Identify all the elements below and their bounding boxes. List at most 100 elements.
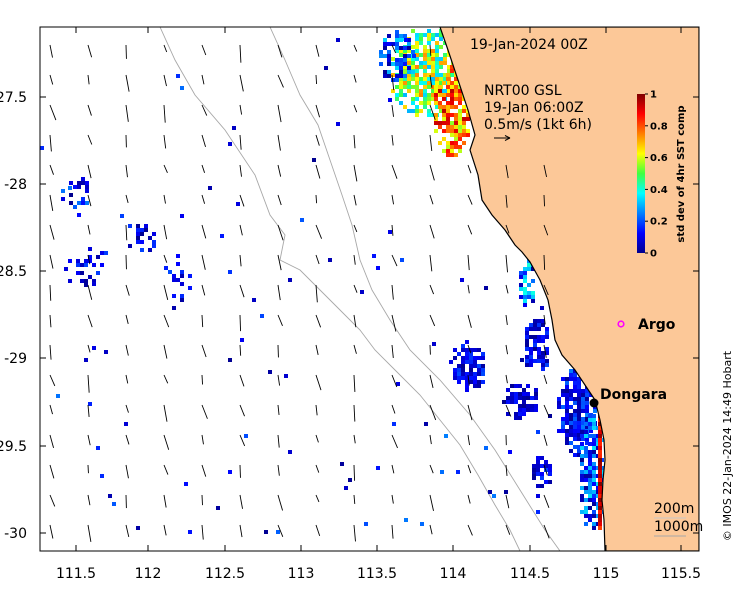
- sst-pixel: [391, 57, 395, 61]
- sst-pixel: [557, 401, 561, 405]
- current-arrow: [429, 224, 435, 239]
- sst-pixel: [580, 434, 584, 438]
- sst-pixel: [456, 470, 460, 474]
- sst-pixel: [577, 377, 581, 381]
- sst-pixel: [176, 262, 180, 266]
- lon-tick-label: 112: [135, 566, 162, 582]
- current-arrow: [315, 284, 318, 303]
- sst-pixel: [518, 396, 522, 400]
- sst-pixel: [545, 335, 549, 339]
- sst-pixel: [77, 181, 81, 185]
- sst-pixel: [519, 283, 523, 287]
- sst-pixel: [548, 480, 552, 484]
- sst-pixel: [423, 49, 427, 53]
- sst-pixel: [598, 450, 602, 454]
- sst-pixel: [392, 422, 396, 426]
- current-arrow: [239, 104, 243, 115]
- sst-pixel: [450, 149, 454, 153]
- sst-pixel: [68, 186, 72, 190]
- sst-pixel: [598, 442, 602, 446]
- sst-pixel: [176, 74, 180, 78]
- sst-pixel: [73, 185, 77, 189]
- sst-pixel: [80, 279, 84, 283]
- sst-pixel: [379, 54, 383, 58]
- sst-pixel: [85, 185, 89, 189]
- sst-pixel: [88, 402, 92, 406]
- sst-pixel: [435, 53, 439, 57]
- sst-pixel: [581, 389, 585, 393]
- sst-pixel: [525, 331, 529, 335]
- place-argo: Argo: [617, 317, 676, 333]
- sst-pixel: [473, 384, 477, 388]
- sst-pixel: [411, 109, 415, 113]
- sst-pixel: [510, 384, 514, 388]
- sst-pixel: [427, 53, 431, 57]
- sst-pixel: [427, 109, 431, 113]
- plot-frame: [39, 26, 700, 552]
- sst-pixel: [458, 97, 462, 101]
- sst-pixel: [450, 93, 454, 97]
- sst-pixel: [592, 450, 596, 454]
- sst-pixel: [510, 396, 514, 400]
- current-arrow: [543, 344, 547, 358]
- current-arrow: [87, 404, 90, 417]
- sst-pixel: [585, 441, 589, 445]
- sst-pixel: [415, 65, 419, 69]
- sst-pixel: [592, 514, 596, 518]
- sst-pixel: [407, 38, 411, 42]
- sst-stddev-pixels: [40, 29, 604, 534]
- sst-pixel: [236, 202, 240, 206]
- sst-pixel: [573, 425, 577, 429]
- sst-pixel: [484, 286, 488, 290]
- sst-pixel: [387, 74, 391, 78]
- sst-pixel: [573, 433, 577, 437]
- sst-pixel: [565, 381, 569, 385]
- sst-pixel: [532, 474, 536, 478]
- sst-pixel: [383, 42, 387, 46]
- sst-pixel: [581, 425, 585, 429]
- sst-pixel: [439, 81, 443, 85]
- current-arrow: [543, 194, 545, 207]
- sst-pixel: [573, 417, 577, 421]
- sst-pixel: [84, 263, 88, 267]
- sst-pixel: [477, 364, 481, 368]
- sst-pixel: [454, 125, 458, 129]
- sst-pixel: [581, 393, 585, 397]
- sst-pixel: [439, 57, 443, 61]
- sst-pixel: [172, 294, 176, 298]
- current-arrow: [239, 74, 244, 92]
- sst-pixel: [588, 514, 592, 518]
- current-arrow: [391, 494, 394, 504]
- current-arrow: [467, 284, 470, 294]
- sst-pixel: [581, 409, 585, 413]
- sst-pixel: [383, 70, 387, 74]
- current-arrow: [429, 194, 434, 205]
- sst-pixel: [598, 518, 602, 522]
- sst-pixel: [383, 54, 387, 58]
- sst-pixel: [569, 393, 573, 397]
- sst-pixel: [446, 93, 450, 97]
- current-arrow: [277, 134, 281, 151]
- sst-pixel: [592, 478, 596, 482]
- sst-pixel: [404, 38, 408, 42]
- lon-tick-label: 115: [593, 566, 620, 582]
- sst-pixel: [529, 355, 533, 359]
- sst-pixel: [598, 506, 602, 510]
- sst-pixel: [88, 247, 92, 251]
- sst-pixel: [443, 53, 447, 57]
- sst-pixel: [84, 358, 88, 362]
- sst-pixel: [502, 400, 506, 404]
- sst-pixel: [450, 69, 454, 73]
- sst-pixel: [569, 441, 573, 445]
- sst-pixel: [407, 77, 411, 81]
- sst-pixel: [188, 530, 192, 534]
- sst-pixel: [580, 462, 584, 466]
- sst-pixel: [387, 58, 391, 62]
- sst-pixel: [592, 434, 596, 438]
- sst-pixel: [444, 434, 448, 438]
- sst-pixel: [407, 73, 411, 77]
- sst-pixel: [548, 464, 552, 468]
- sst-pixel: [598, 422, 602, 426]
- sst-pixel: [492, 494, 496, 498]
